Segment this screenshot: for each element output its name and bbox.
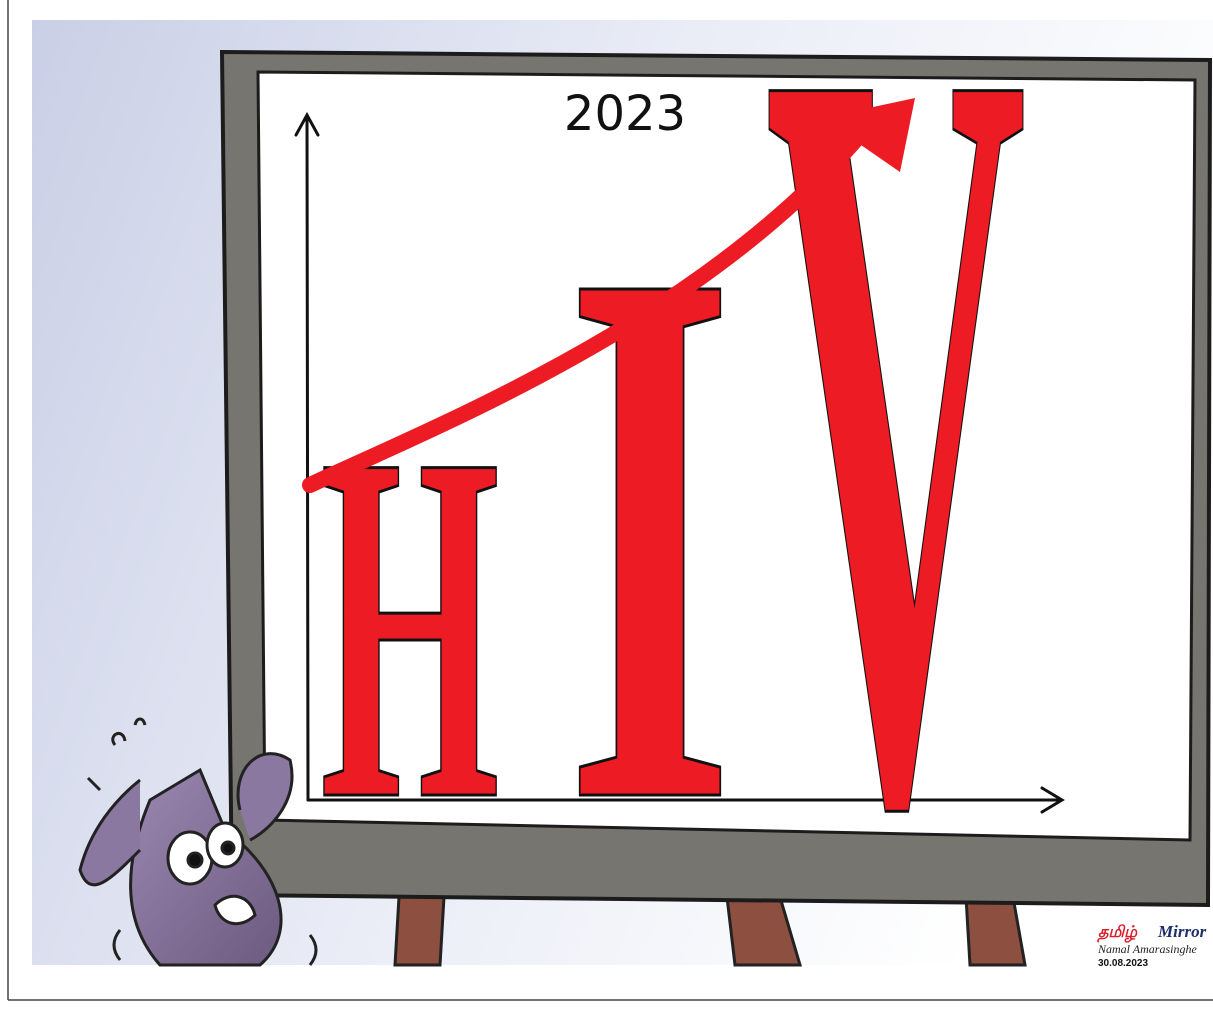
cartoon: 2023 HIV தமிழ் Mirror Namal Amarasinghe … bbox=[0, 0, 1213, 1012]
artist-signature: Namal Amarasinghe bbox=[1097, 942, 1197, 956]
publisher-english: Mirror bbox=[1157, 922, 1207, 941]
chart-letter: I bbox=[565, 107, 735, 963]
publisher-tamil: தமிழ் bbox=[1097, 922, 1138, 943]
date: 30.08.2023 bbox=[1098, 958, 1148, 969]
page: 2023 HIV தமிழ் Mirror Namal Amarasinghe … bbox=[0, 0, 1213, 1012]
